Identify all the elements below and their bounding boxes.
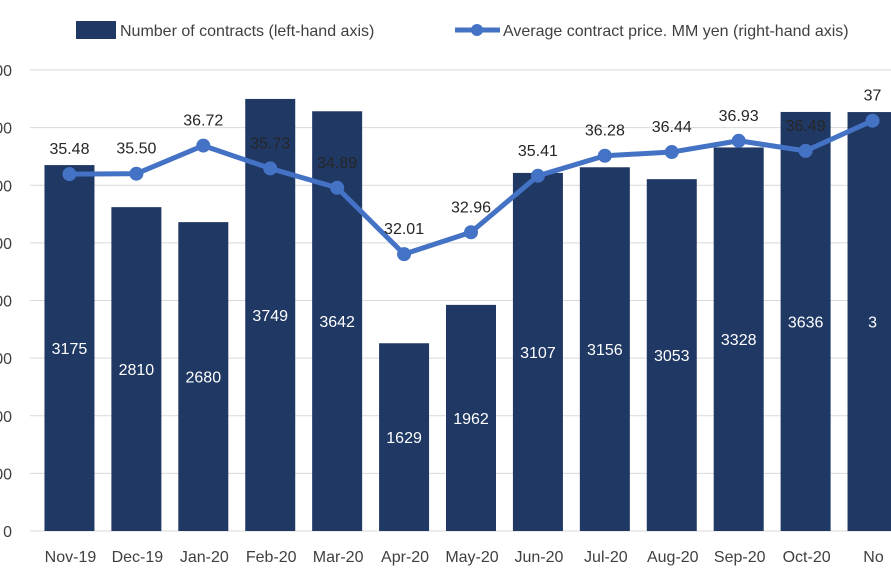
bar (446, 304, 496, 531)
x-axis-tick-label: Jun-20 (514, 549, 563, 566)
bar-label: 3053 (654, 348, 690, 365)
price-marker (330, 180, 345, 195)
bar-label: 2810 (119, 362, 155, 379)
x-axis-tick-label: Dec-19 (112, 549, 164, 566)
bar-label: 3107 (520, 345, 556, 362)
bar-label: 3749 (252, 308, 288, 325)
legend: Number of contracts (left-hand axis) Ave… (76, 21, 849, 40)
bar (178, 222, 229, 531)
x-axis-tick-label: Nov-19 (45, 549, 97, 566)
price-label: 35.73 (250, 135, 290, 152)
price-marker (798, 143, 813, 158)
left-axis-tick-label: 00 (0, 351, 12, 368)
price-labels: 35.48 35.50 36.72 35.73 34.89 32.01 32.96 35.41… (49, 88, 881, 238)
price-label: 32.01 (384, 221, 424, 238)
x-axis-tick-label: Feb-20 (246, 549, 297, 566)
bar (512, 172, 563, 531)
legend-marker-price (471, 24, 483, 36)
bar (713, 147, 764, 531)
bars (44, 98, 891, 532)
bar-label: 3636 (788, 314, 824, 331)
bar-label: 3328 (721, 332, 757, 349)
bar-label: 1629 (386, 430, 422, 447)
left-axis-tick-label: 00 (0, 409, 12, 426)
bar-label: 3175 (52, 341, 88, 358)
x-axis-tick-label: Sep-20 (714, 549, 766, 566)
price-label: 34.89 (317, 155, 357, 172)
price-label: 35.48 (49, 141, 89, 158)
legend-label-contracts: Number of contracts (left-hand axis) (120, 23, 374, 40)
price-label: 37 (864, 88, 882, 105)
left-axis-tick-labels: 00000000000000000 (0, 63, 12, 541)
price-label: 36.49 (786, 118, 826, 135)
legend-label-price: Average contract price. MM yen (right-ha… (503, 23, 849, 40)
left-axis-tick-label: 00 (0, 466, 12, 483)
bar-label: 3156 (587, 342, 623, 359)
price-marker (129, 166, 144, 181)
price-label: 36.28 (585, 123, 625, 140)
price-marker (530, 168, 545, 183)
legend-swatch-contracts (76, 21, 116, 39)
bar (379, 343, 430, 531)
bar (579, 167, 630, 531)
x-axis-tick-label: Mar-20 (313, 549, 364, 566)
price-line (62, 113, 880, 262)
price-marker (464, 225, 478, 240)
x-axis-tick-label: Aug-20 (647, 549, 699, 566)
price-label: 32.96 (451, 199, 491, 216)
left-axis-tick-label: 00 (0, 178, 12, 195)
left-axis-tick-label: 0 (3, 524, 12, 541)
bar-label: 3 (868, 315, 877, 332)
price-marker (664, 145, 679, 160)
price-marker (397, 247, 412, 262)
bar (646, 179, 697, 531)
left-axis-tick-label: 00 (0, 294, 12, 311)
x-axis-tick-label: Jul-20 (584, 549, 628, 566)
price-marker (62, 167, 77, 182)
x-axis-tick-label: Apr-20 (381, 549, 429, 566)
price-label: 35.41 (518, 143, 558, 160)
price-marker (865, 113, 880, 128)
left-axis-tick-label: 00 (0, 236, 12, 253)
price-label: 36.72 (183, 113, 223, 130)
left-axis-tick-label: 00 (0, 121, 12, 138)
bar (44, 165, 95, 532)
price-marker (196, 138, 211, 153)
left-axis-tick-label: 00 (0, 63, 12, 80)
bar-label: 1962 (453, 411, 489, 428)
bar-label: 3642 (319, 314, 355, 331)
bar (847, 112, 891, 531)
price-marker (731, 133, 746, 148)
price-label: 35.50 (116, 141, 156, 158)
x-axis-tick-labels: Nov-19 Dec-19 Jan-20 Feb-20 Mar-20 Apr-20 May-… (45, 549, 884, 566)
price-label: 36.44 (652, 119, 692, 136)
x-axis-tick-label: May-20 (445, 549, 498, 566)
bar-label: 2680 (186, 370, 222, 387)
x-axis-tick-label: Oct-20 (783, 549, 831, 566)
bar (111, 207, 162, 531)
bar-labels: 3175 2810 2680 3749 3642 1629 1962 3107 3156 3053… (52, 308, 877, 447)
price-marker (597, 148, 612, 163)
x-axis-tick-label: Jan-20 (180, 549, 229, 566)
x-axis-tick-label: No (863, 549, 884, 566)
price-marker (263, 161, 278, 176)
bar (780, 111, 831, 532)
price-label: 36.93 (719, 108, 759, 125)
